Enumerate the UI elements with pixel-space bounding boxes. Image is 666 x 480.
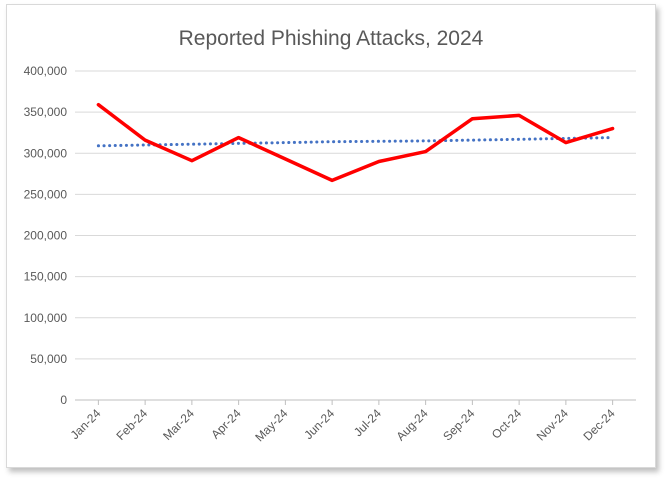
x-tick-label: Jan-24: [68, 406, 104, 442]
x-tick-label: Mar-24: [160, 406, 197, 443]
trendline: [96, 136, 615, 148]
x-tick-label: Feb-24: [113, 406, 150, 443]
chart-title: Reported Phishing Attacks, 2024: [179, 27, 484, 50]
y-tick-label: 50,000: [30, 352, 67, 366]
y-tick-label: 150,000: [24, 270, 68, 284]
x-tick-label: Dec-24: [580, 406, 617, 443]
x-tick-label: Sep-24: [440, 406, 477, 443]
x-axis: Jan-24 Feb-24 Mar-24 Apr-24 May-24 Jun-24 Jul-…: [68, 400, 618, 444]
y-tick-label: 100,000: [24, 311, 68, 325]
x-tick-label: Oct-24: [489, 406, 525, 442]
y-tick-label: 200,000: [24, 229, 68, 243]
y-axis: 0 50,000 100,000 150,000 200,000 250,000 300,0…: [24, 64, 68, 407]
y-tick-label: 350,000: [24, 105, 68, 119]
y-tick-label: 0: [60, 393, 67, 407]
series-line: [96, 102, 615, 183]
x-tick-label: Jul-24: [351, 406, 384, 439]
y-tick-label: 300,000: [24, 146, 68, 160]
x-tick-label: Apr-24: [208, 406, 244, 442]
series-group: [96, 102, 615, 183]
x-tick-label: Nov-24: [534, 406, 571, 443]
y-tick-label: 250,000: [24, 187, 68, 201]
x-tick-label: Jun-24: [301, 406, 337, 442]
x-tick-label: Aug-24: [393, 406, 430, 443]
x-tick-label: May-24: [252, 406, 290, 444]
gridlines: [75, 70, 636, 401]
y-tick-label: 400,000: [24, 64, 68, 78]
